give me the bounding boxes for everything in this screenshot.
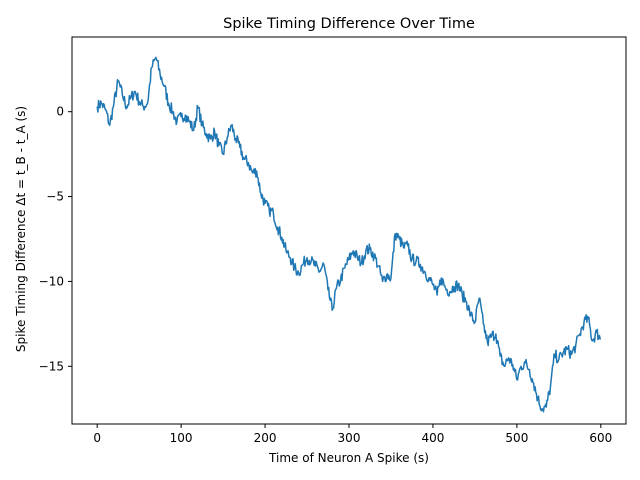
x-tick-label: 500: [505, 431, 528, 445]
series-line: [96, 56, 602, 413]
x-axis-ticks: 0 100 200 300 400 500 600: [93, 424, 612, 445]
axes-frame: [71, 36, 627, 425]
x-tick-label: 400: [421, 431, 444, 445]
y-tick-label: −10: [39, 274, 64, 288]
y-axis-label: Spike Timing Difference Δt = t_B - t_A (…: [14, 106, 28, 352]
x-tick-label: 300: [338, 431, 361, 445]
x-tick-label: 200: [254, 431, 277, 445]
x-tick-label: 0: [93, 431, 101, 445]
y-tick-label: −15: [39, 359, 64, 373]
y-tick-label: −5: [46, 190, 64, 204]
plot-area: [96, 56, 602, 413]
chart-title: Spike Timing Difference Over Time: [223, 16, 475, 32]
y-tick-label: 0: [56, 105, 64, 119]
x-axis-label: Time of Neuron A Spike (s): [268, 451, 429, 465]
y-axis-ticks: 0 −5 −10 −15: [39, 105, 72, 373]
x-tick-label: 600: [589, 431, 612, 445]
x-tick-label: 100: [170, 431, 193, 445]
